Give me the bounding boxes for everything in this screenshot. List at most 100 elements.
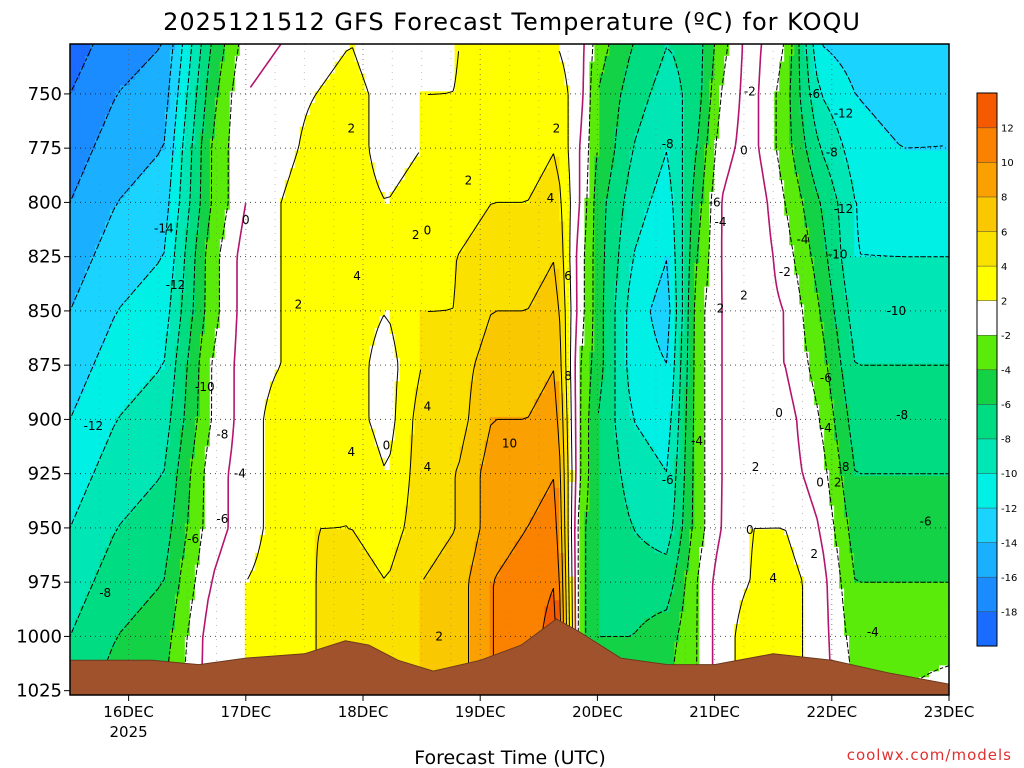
temperature-cell [109, 552, 116, 560]
temperature-cell [154, 405, 161, 412]
temperature-cell [124, 606, 131, 613]
temperature-cell [294, 280, 301, 288]
temperature-cell [219, 103, 226, 110]
temperature-cell [149, 647, 156, 655]
temperature-cell [259, 174, 266, 181]
temperature-cell [164, 600, 171, 607]
temperature-cell [124, 67, 131, 75]
temperature-cell [164, 499, 171, 507]
temperature-cell [209, 529, 216, 536]
temperature-cell [209, 103, 216, 110]
temperature-cell [184, 197, 191, 205]
temperature-cell [179, 316, 186, 323]
temperature-cell [189, 298, 196, 305]
temperature-cell [279, 375, 286, 382]
temperature-cell [204, 280, 211, 288]
temperature-cell [189, 316, 196, 323]
temperature-cell [139, 588, 146, 595]
temperature-cell [129, 61, 136, 69]
temperature-cell [249, 286, 256, 294]
temperature-cell [234, 481, 241, 489]
temperature-cell [244, 239, 251, 246]
temperature-cell [219, 162, 226, 169]
temperature-cell [189, 97, 196, 104]
temperature-cell [149, 641, 156, 649]
temperature-cell [134, 73, 141, 81]
temperature-cell [189, 659, 196, 667]
temperature-cell [104, 55, 111, 63]
temperature-cell [104, 120, 111, 128]
temperature-cell [144, 274, 151, 282]
temperature-cell [179, 209, 186, 217]
temperature-cell [119, 186, 126, 193]
temperature-cell [114, 268, 121, 276]
temperature-cell [189, 410, 196, 418]
temperature-cell [114, 387, 121, 394]
temperature-cell [159, 168, 166, 175]
temperature-cell [179, 558, 186, 566]
temperature-cell [70, 174, 76, 181]
temperature-cell [99, 393, 106, 400]
temperature-cell [154, 186, 161, 193]
temperature-cell [279, 410, 286, 418]
temperature-cell [129, 79, 136, 87]
temperature-cell [234, 73, 241, 81]
temperature-cell [104, 499, 111, 507]
temperature-cell [254, 493, 261, 501]
temperature-cell [129, 612, 136, 619]
temperature-cell [124, 434, 131, 442]
temperature-cell [144, 570, 151, 578]
temperature-cell [199, 209, 206, 217]
temperature-cell [119, 594, 126, 601]
temperature-cell [134, 535, 141, 542]
temperature-cell [134, 464, 141, 471]
temperature-cell [204, 339, 211, 347]
temperature-cell [79, 647, 86, 655]
temperature-cell [70, 227, 76, 234]
temperature-cell [164, 505, 171, 513]
temperature-cell [144, 298, 151, 305]
temperature-cell [214, 345, 221, 353]
temperature-cell [244, 387, 251, 394]
temperature-cell [244, 416, 251, 424]
temperature-cell [89, 150, 96, 158]
temperature-cell [159, 162, 166, 169]
temperature-cell [159, 434, 166, 442]
temperature-cell [289, 120, 296, 128]
temperature-cell [129, 233, 136, 240]
temperature-cell [249, 363, 256, 371]
temperature-cell [70, 103, 76, 110]
temperature-cell [179, 641, 186, 649]
temperature-cell [109, 399, 116, 406]
temperature-cell [84, 641, 91, 649]
temperature-cell [114, 44, 121, 51]
temperature-cell [164, 227, 171, 234]
temperature-cell [284, 55, 291, 63]
temperature-cell [289, 440, 296, 448]
temperature-cell [104, 97, 111, 104]
temperature-cell [94, 357, 101, 365]
temperature-cell [124, 191, 131, 199]
temperature-cell [219, 245, 226, 252]
temperature-cell [114, 61, 121, 69]
temperature-cell [94, 410, 101, 418]
temperature-cell [259, 162, 266, 169]
temperature-cell [119, 268, 126, 276]
temperature-cell [149, 464, 156, 471]
temperature-cell [224, 79, 231, 87]
temperature-cell [274, 239, 281, 246]
temperature-cell [269, 511, 276, 519]
temperature-cell [234, 653, 241, 661]
temperature-cell [219, 535, 226, 542]
temperature-cell [94, 168, 101, 175]
temperature-cell [224, 55, 231, 63]
temperature-cell [149, 115, 156, 122]
temperature-cell [139, 233, 146, 240]
temperature-cell [289, 150, 296, 158]
temperature-cell [104, 174, 111, 181]
temperature-cell [149, 470, 156, 477]
temperature-cell [254, 375, 261, 382]
temperature-cell [70, 618, 76, 625]
temperature-cell [119, 357, 126, 365]
temperature-cell [174, 363, 181, 371]
